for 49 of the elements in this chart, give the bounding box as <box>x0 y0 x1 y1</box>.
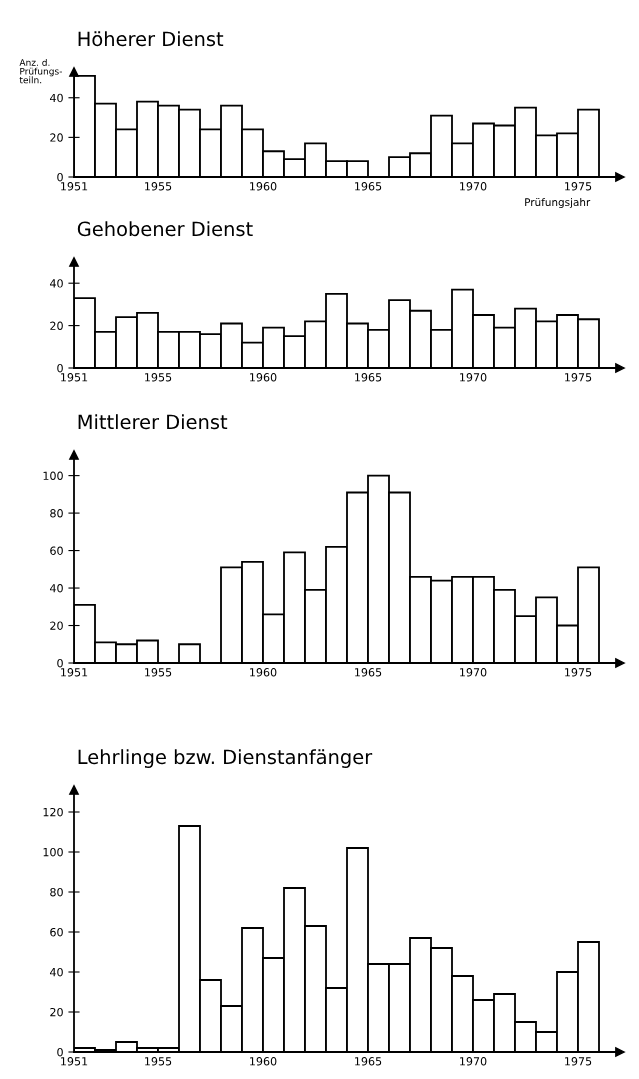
x-tick-label: 1951 <box>61 1057 88 1066</box>
x-tick-label: 1951 <box>61 373 88 382</box>
x-tick-label: 1965 <box>355 668 382 677</box>
x-tick-label: 1975 <box>565 668 592 677</box>
y-tick-label: 60 <box>50 927 63 937</box>
y-tick-label: 20 <box>50 321 63 330</box>
y-tick-label: 40 <box>49 584 63 593</box>
y-tick-label: 0 <box>57 363 63 373</box>
y-tick-label: 60 <box>50 546 63 555</box>
y-tick-label: 100 <box>43 847 63 857</box>
x-tick-label: 1970 <box>460 668 487 677</box>
chart-title: Gehobener Dienst <box>77 221 253 237</box>
chart-title: Höherer Dienst <box>78 31 224 47</box>
x-tick-label: 1955 <box>145 668 172 677</box>
x-tick-label: 1955 <box>145 182 172 191</box>
x-tick-label: 1951 <box>61 668 88 677</box>
y-tick-label: 20 <box>50 621 63 630</box>
y-tick-label: 40 <box>49 967 63 977</box>
x-tick-label: 1975 <box>565 1057 592 1066</box>
x-tick-label: 1951 <box>61 182 88 191</box>
y-axis-title: Anz. d. Prüfungs- teiln. <box>19 58 62 84</box>
x-tick-label: 1955 <box>145 1057 172 1066</box>
x-tick-label: 1960 <box>250 182 277 191</box>
y-tick-label: 120 <box>43 807 63 817</box>
y-tick-label: 40 <box>49 279 63 288</box>
x-tick-label: 1965 <box>355 1057 382 1066</box>
y-tick-label: 20 <box>50 133 63 142</box>
x-tick-label: 1970 <box>460 373 487 382</box>
x-tick-label: 1960 <box>250 1057 277 1066</box>
x-tick-label: 1955 <box>145 373 172 382</box>
y-tick-label: 0 <box>57 1047 63 1057</box>
x-tick-label: 1965 <box>355 373 382 382</box>
x-tick-label: 1960 <box>250 373 277 382</box>
chart-title: Mittlerer Dienst <box>78 414 228 430</box>
y-tick-label: 80 <box>50 509 63 518</box>
y-tick-label: 80 <box>50 887 63 897</box>
y-tick-label: 0 <box>57 658 63 668</box>
y-tick-label: 40 <box>49 93 63 103</box>
y-tick-label: 20 <box>50 1007 63 1017</box>
x-tick-label: 1975 <box>565 182 592 191</box>
y-tick-label: 100 <box>43 471 63 480</box>
x-tick-label: 1975 <box>565 373 592 382</box>
x-axis-title: Prüfungsjahr <box>525 198 591 209</box>
chart-title: Lehrlinge bzw. Dienstanfänger <box>78 749 373 768</box>
x-tick-label: 1970 <box>460 1057 487 1066</box>
x-tick-label: 1965 <box>355 182 382 191</box>
x-tick-label: 1960 <box>250 668 277 677</box>
y-tick-label: 0 <box>57 172 63 182</box>
x-tick-label: 1970 <box>460 182 487 191</box>
